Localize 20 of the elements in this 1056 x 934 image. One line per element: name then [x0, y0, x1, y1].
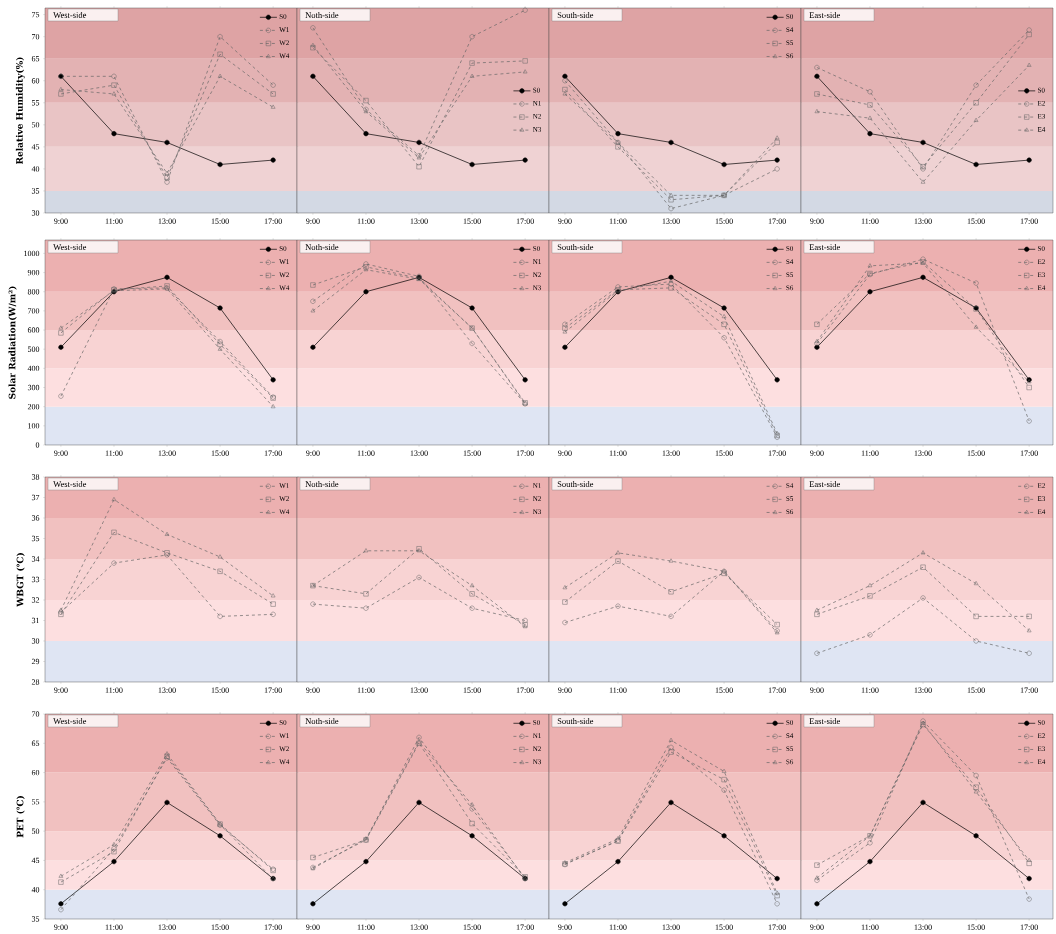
chart-title: West-side: [53, 243, 87, 250]
y-axis-title: Relative Humidity(%): [15, 57, 25, 164]
chart-title: East-side: [809, 718, 840, 724]
y-axis-title: WBGT (℃): [16, 553, 25, 607]
chart-title: Noth-side: [305, 244, 339, 250]
chart-title: Noth-side: [305, 12, 339, 18]
chart-title: East-side: [809, 244, 840, 250]
chart-title: South-side: [557, 718, 594, 724]
chart-title: West-side: [53, 718, 87, 724]
chart-title: West-side: [53, 11, 87, 18]
y-axis-title: Solar Radiation(W/m²): [8, 286, 17, 399]
chart-title: Noth-side: [305, 718, 339, 724]
chart-title: East-side: [809, 12, 840, 18]
chart-title: South-side: [557, 244, 594, 250]
chart-title: East-side: [809, 481, 840, 487]
chart-title: Noth-side: [305, 481, 339, 487]
chart-title: West-side: [53, 480, 87, 487]
chart-title: South-side: [557, 12, 594, 18]
chart-title: South-side: [557, 481, 594, 487]
y-axis-title: PET (℃): [16, 796, 25, 838]
